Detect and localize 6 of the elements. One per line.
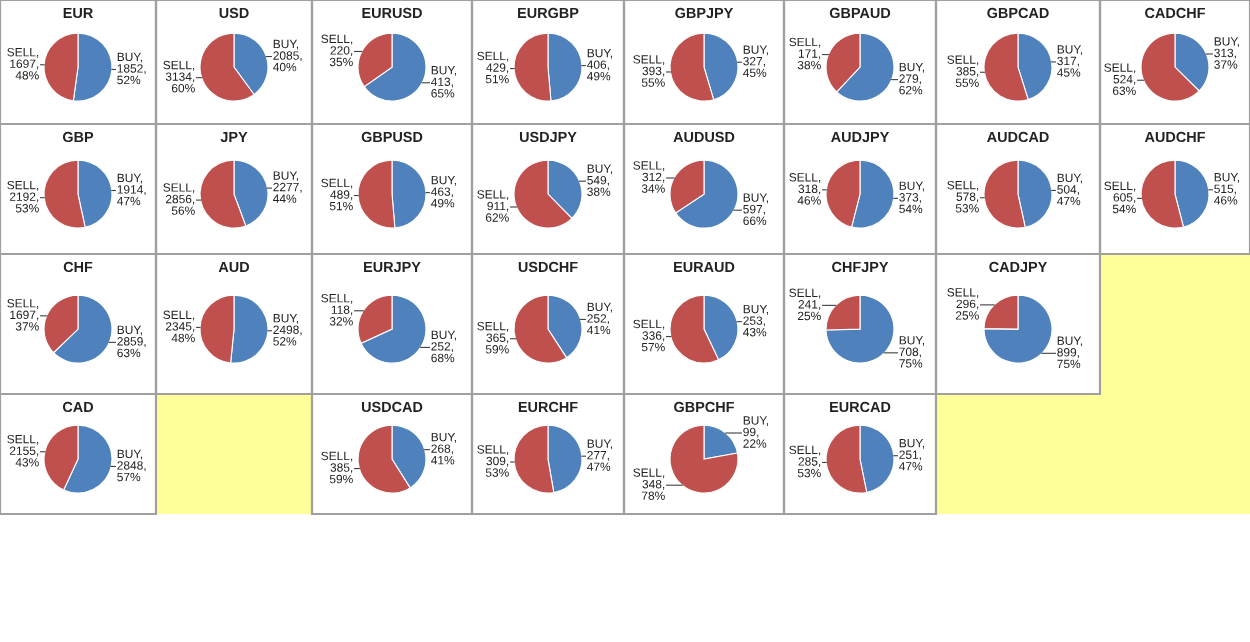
- pie-slice: [983, 294, 1053, 364]
- pie-slice: [675, 159, 739, 229]
- pie-slice: [360, 294, 427, 364]
- pie-slice: [363, 32, 427, 102]
- pie-slice: [825, 294, 895, 364]
- pie-slice: [669, 424, 739, 494]
